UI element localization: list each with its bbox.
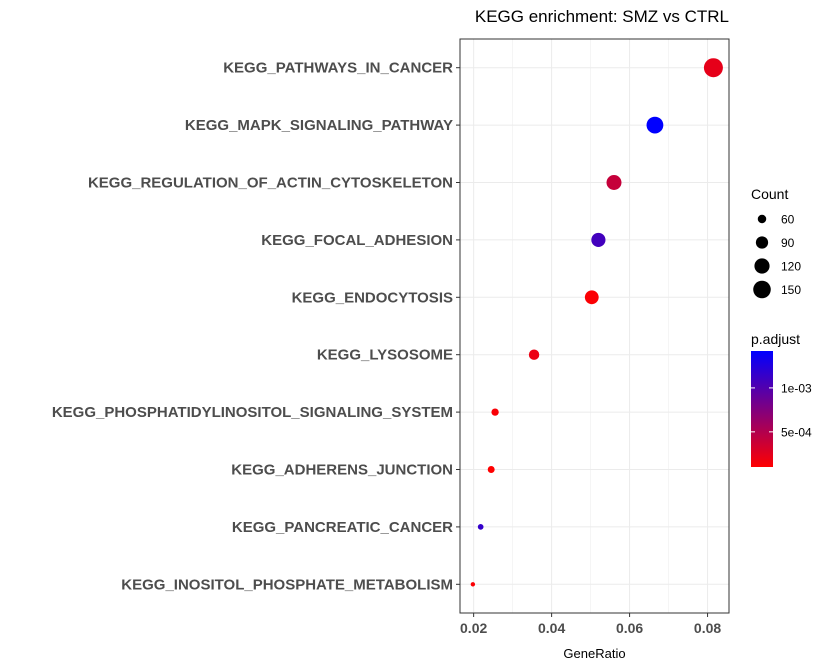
y-tick-label: KEGG_PATHWAYS_IN_CANCER xyxy=(223,60,453,77)
y-tick-label: KEGG_PHOSPHATIDYLINOSITOL_SIGNALING_SYST… xyxy=(52,404,453,421)
data-point xyxy=(703,58,723,78)
data-point xyxy=(487,466,495,473)
y-tick-label: KEGG_PANCREATIC_CANCER xyxy=(232,519,453,536)
data-point xyxy=(470,582,476,587)
y-tick-label: KEGG_INOSITOL_PHOSPHATE_METABOLISM xyxy=(121,576,453,593)
x-tick-label: 0.08 xyxy=(694,620,721,636)
count-legend-key xyxy=(754,258,770,274)
x-tick-label: 0.06 xyxy=(616,620,643,636)
count-legend-key xyxy=(753,280,771,299)
y-tick-label: KEGG_REGULATION_OF_ACTIN_CYTOSKELETON xyxy=(88,175,453,192)
y-tick-label: KEGG_FOCAL_ADHESION xyxy=(261,232,453,249)
x-tick-label: 0.02 xyxy=(460,620,487,636)
x-axis-tick-labels: 0.02 0.04 0.06 0.08 xyxy=(460,613,721,636)
x-tick-label: 0.04 xyxy=(538,620,565,636)
chart-title: KEGG enrichment: SMZ vs CTRL xyxy=(475,7,729,26)
y-tick-label: KEGG_ENDOCYTOSIS xyxy=(292,289,453,306)
data-point xyxy=(591,232,606,247)
y-tick-label: KEGG_MAPK_SIGNALING_PATHWAY xyxy=(185,117,453,134)
count-legend-key xyxy=(757,214,767,224)
x-axis-label: GeneRatio xyxy=(563,646,625,661)
data-points xyxy=(470,58,723,587)
data-point xyxy=(491,408,499,416)
colorbar-label: 5e-04 xyxy=(781,425,812,439)
colorbar-label: 1e-03 xyxy=(781,381,812,395)
data-point xyxy=(584,290,599,305)
grid-layer xyxy=(460,39,729,613)
data-point xyxy=(477,524,484,530)
p-adjust-legend: p.adjust 1e-03 5e-04 xyxy=(751,331,812,467)
count-legend-label: 60 xyxy=(781,213,795,227)
count-legend-key xyxy=(755,236,769,249)
y-tick-label: KEGG_LYSOSOME xyxy=(317,347,453,364)
data-point xyxy=(646,116,664,134)
data-point xyxy=(606,175,622,190)
plot-panel xyxy=(460,39,729,613)
data-point xyxy=(528,349,540,360)
y-axis-tick-labels: KEGG_PATHWAYS_IN_CANCER KEGG_MAPK_SIGNALI… xyxy=(52,60,460,593)
p-adjust-legend-title: p.adjust xyxy=(751,331,800,347)
plot-panel-border xyxy=(459,38,730,614)
count-legend-title: Count xyxy=(751,186,788,202)
p-adjust-colorbar xyxy=(751,351,773,467)
count-legend-label: 150 xyxy=(781,283,801,297)
count-legend: Count 60 90 120 150 xyxy=(751,186,801,299)
count-legend-label: 90 xyxy=(781,236,795,250)
y-tick-label: KEGG_ADHERENS_JUNCTION xyxy=(231,462,453,479)
count-legend-label: 120 xyxy=(781,260,801,274)
